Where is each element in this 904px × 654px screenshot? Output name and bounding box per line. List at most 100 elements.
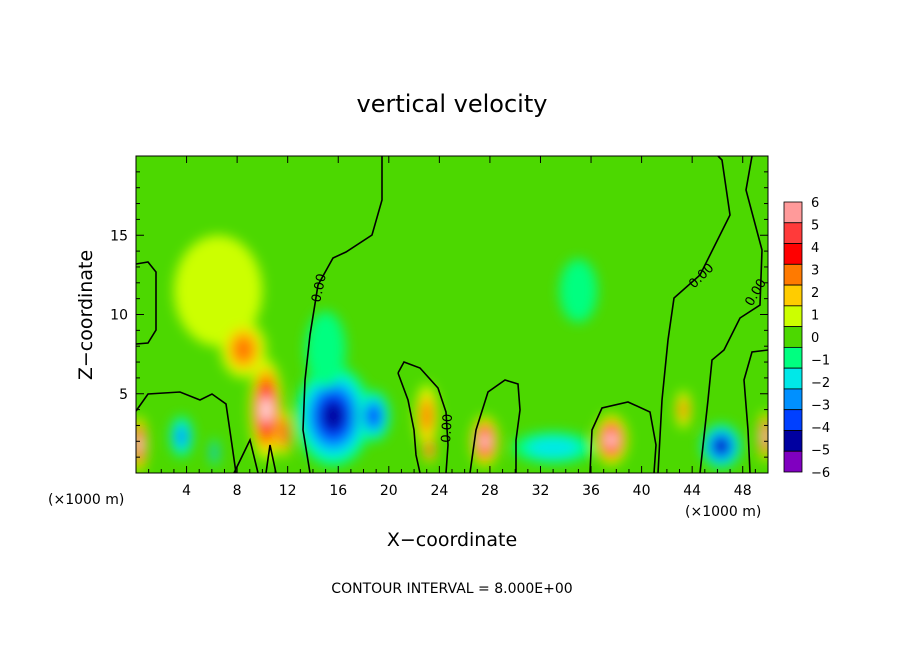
x-tick-label: 48 — [734, 483, 752, 499]
y-axis-label: Z−coordinate — [75, 250, 97, 380]
velocity-peak — [607, 433, 616, 447]
downdraft-cell — [210, 438, 219, 467]
velocity-level — [212, 445, 217, 460]
colorbar-swatch — [783, 367, 803, 390]
colorbar-label: 1 — [811, 309, 819, 324]
plot-area: 0.00 0.00 0.00 0.00 — [135, 155, 770, 474]
colorbar-swatch — [783, 388, 803, 411]
x-tick-label: 40 — [633, 483, 651, 499]
x-tick-label: 20 — [380, 483, 398, 499]
zero-contour-line — [397, 372, 421, 473]
zero-contour-line — [397, 361, 449, 473]
colorbar-label: −2 — [811, 376, 830, 391]
x-tick-label: 8 — [233, 483, 242, 499]
colorbar-label: 0 — [811, 331, 819, 346]
x-tick-label: 32 — [532, 483, 550, 499]
updraft-cell — [415, 384, 439, 448]
velocity-level — [427, 444, 432, 454]
chart-title: vertical velocity — [357, 90, 548, 118]
downdraft-cell — [295, 365, 372, 467]
contour-label: 0.00 — [309, 272, 330, 303]
colorbar-swatch — [783, 305, 803, 328]
colorbar-label: −3 — [811, 399, 830, 414]
updraft-cell — [249, 358, 283, 461]
zero-contour-line — [265, 444, 277, 473]
velocity-level — [367, 406, 380, 426]
x-tick-label: 16 — [329, 483, 347, 499]
velocity-level — [421, 400, 433, 431]
colorbar-label: −1 — [811, 354, 830, 369]
updraft-cell — [470, 415, 499, 467]
zero-contour-line — [302, 156, 383, 473]
zero-contour-line — [469, 379, 521, 473]
colorbar-label: −5 — [811, 444, 830, 459]
colorbar-label: 2 — [811, 286, 819, 301]
updraft-cell — [757, 411, 768, 462]
x-axis: 4 8 12 16 20 24 28 32 36 40 44 48 — [148, 156, 756, 499]
velocity-level — [527, 437, 580, 458]
colorbar-swatch — [783, 263, 803, 286]
velocity-level — [559, 259, 598, 323]
zero-contour-line — [657, 156, 731, 473]
velocity-field — [136, 235, 768, 473]
downdraft-cell — [357, 390, 391, 442]
colorbar-swatch — [783, 450, 803, 473]
zero-contour-line — [743, 349, 768, 473]
y-tick-label: 10 — [110, 308, 128, 324]
x-tick-label: 44 — [683, 483, 701, 499]
x-axis-label: X−coordinate — [387, 529, 517, 551]
velocity-peak — [763, 430, 768, 443]
colorbar-label: −6 — [811, 466, 830, 481]
y-tick-label: 5 — [119, 387, 128, 403]
zero-contour-line — [699, 156, 763, 473]
colorbar: 6 5 4 3 2 1 0 −1 −2 −3 −4 −5 −6 — [783, 196, 830, 481]
contour-interval-note: CONTOUR INTERVAL = 8.000E+00 — [331, 581, 572, 597]
velocity-peak — [262, 396, 271, 423]
velocity-level — [173, 235, 263, 347]
x-tick-label: 4 — [182, 483, 191, 499]
velocity-level — [176, 426, 187, 447]
x-tick-label: 12 — [279, 483, 297, 499]
x-tick-label: 28 — [481, 483, 499, 499]
colorbar-swatch — [783, 201, 803, 224]
x-unit-left: (×1000 m) — [48, 492, 124, 508]
velocity-level — [714, 439, 728, 453]
colorbar-label: 4 — [811, 241, 819, 256]
colorbar-swatch — [783, 346, 803, 369]
colorbar-swatch — [783, 243, 803, 265]
velocity-level — [305, 311, 346, 388]
updraft-cell — [136, 415, 148, 473]
colorbar-label: 5 — [811, 219, 819, 234]
downdraft-cell — [559, 259, 598, 323]
colorbar-label: −4 — [811, 421, 830, 436]
y-tick-label: 15 — [110, 228, 128, 244]
zero-contour-line — [233, 437, 259, 473]
downdraft-cell — [512, 431, 594, 464]
colorbar-swatch — [783, 222, 803, 244]
colorbar-swatch — [783, 284, 803, 307]
updraft-cell — [173, 235, 263, 347]
x-tick-label: 36 — [582, 483, 600, 499]
x-tick-label: 24 — [430, 483, 448, 499]
updraft-cell — [422, 434, 436, 464]
zero-contour-line — [589, 401, 657, 473]
velocity-peak — [481, 434, 489, 448]
colorbar-label: 6 — [811, 196, 819, 211]
velocity-level — [281, 425, 287, 441]
velocity-peak — [136, 437, 141, 452]
y-axis: 5 10 15 — [110, 171, 768, 458]
contour-label: 0.00 — [439, 413, 456, 443]
zero-contour-line — [136, 261, 157, 345]
velocity-level — [321, 400, 345, 432]
velocity-level — [232, 335, 255, 363]
colorbar-swatch — [783, 326, 803, 348]
velocity-level — [679, 400, 687, 419]
x-unit-right: (×1000 m) — [685, 504, 761, 520]
colorbar-swatch — [783, 430, 803, 452]
updraft-cell — [675, 390, 691, 429]
colorbar-label: 3 — [811, 264, 819, 279]
colorbar-swatch — [783, 409, 803, 431]
downdraft-cell — [170, 415, 193, 458]
updraft-cell — [220, 320, 267, 378]
